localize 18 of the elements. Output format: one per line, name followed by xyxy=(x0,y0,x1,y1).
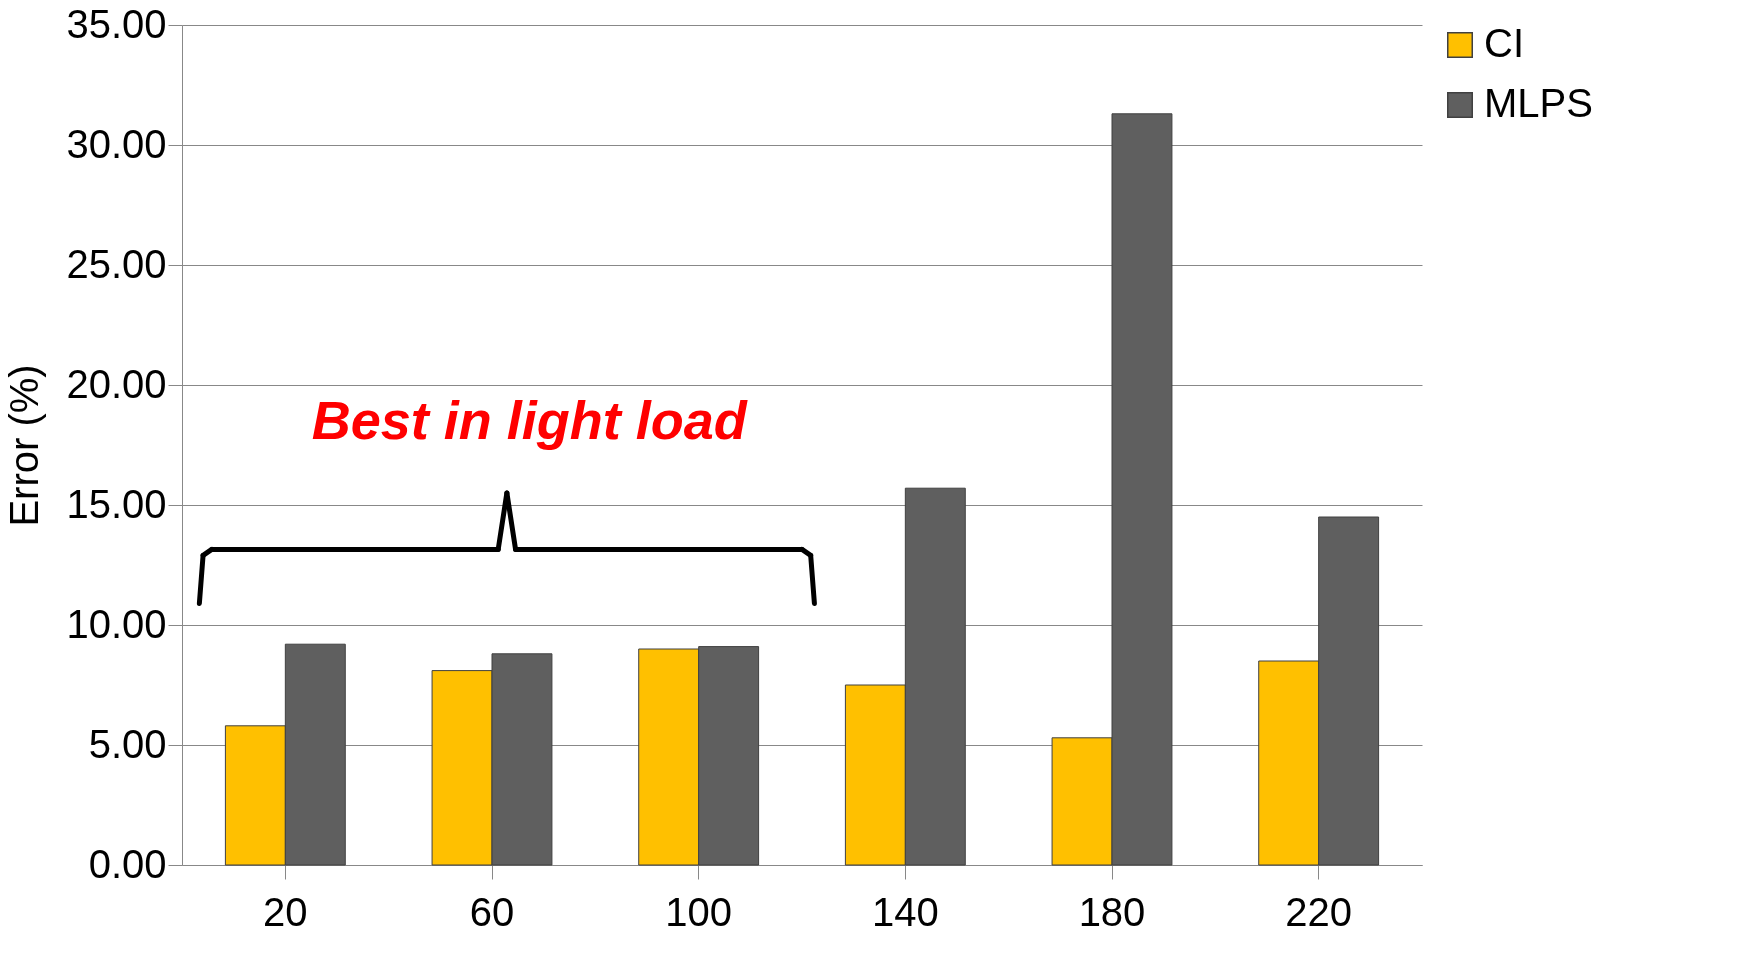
y-tick-label: 10.00 xyxy=(66,601,167,646)
y-tick-label: 25.00 xyxy=(66,241,167,286)
legend-label: MLPS xyxy=(1484,81,1593,125)
annotation: Best in light load xyxy=(311,389,748,450)
y-tick-label: 15.00 xyxy=(66,481,167,526)
y-tick-label: 0.00 xyxy=(88,841,167,886)
x-tick-label: 180 xyxy=(1078,889,1146,934)
x-tick-label: 20 xyxy=(263,889,308,934)
x-tick-label: 100 xyxy=(665,889,733,934)
x-tick-label: 60 xyxy=(469,889,515,934)
y-tick-label: 20.00 xyxy=(66,361,167,406)
legend-label: CI xyxy=(1484,21,1524,65)
y-tick-label: 5.00 xyxy=(88,721,167,766)
y-tick-label: 30.00 xyxy=(66,121,167,166)
x-tick-label: 140 xyxy=(871,889,939,934)
y-axis-title: Error (%) xyxy=(2,364,47,527)
x-tick-label: 220 xyxy=(1285,889,1353,934)
y-tick-label: 35.00 xyxy=(66,1,167,46)
